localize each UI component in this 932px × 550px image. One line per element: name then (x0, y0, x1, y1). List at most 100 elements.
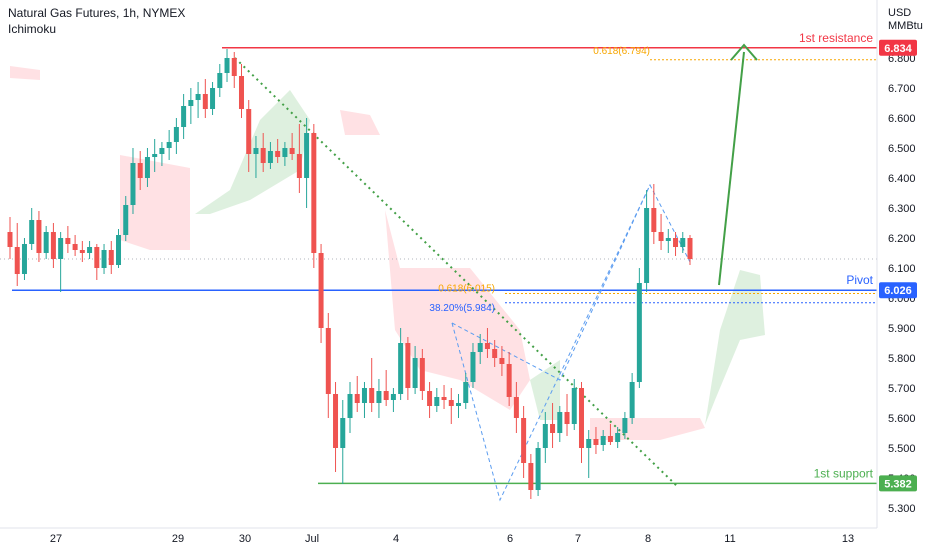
candle[interactable] (665, 229, 671, 253)
time-axis[interactable]: 27 29 30 Jul 4 6 7 8 11 13 (50, 533, 854, 545)
candle[interactable] (289, 133, 295, 160)
candle[interactable] (521, 406, 527, 478)
candle[interactable] (304, 118, 310, 208)
candle[interactable] (673, 232, 679, 256)
candle[interactable] (550, 403, 556, 448)
candle[interactable] (210, 82, 216, 115)
candle[interactable] (398, 328, 404, 400)
candle[interactable] (477, 334, 483, 364)
candle[interactable] (405, 337, 411, 400)
candle[interactable] (586, 430, 592, 478)
candle[interactable] (528, 454, 534, 499)
candle[interactable] (260, 133, 266, 172)
candle[interactable] (253, 136, 259, 178)
candle[interactable] (419, 349, 425, 400)
candle[interactable] (571, 379, 577, 430)
candle[interactable] (173, 118, 179, 154)
candle[interactable] (116, 229, 122, 268)
candle[interactable] (202, 79, 208, 118)
candle[interactable] (564, 394, 570, 436)
candle[interactable] (347, 382, 353, 433)
candle[interactable] (43, 226, 49, 259)
candle[interactable] (246, 100, 252, 172)
candle[interactable] (607, 424, 613, 445)
target-arrow-shaft[interactable] (718, 51, 745, 286)
candle[interactable] (593, 427, 599, 454)
candle[interactable] (687, 235, 693, 265)
candle[interactable] (58, 232, 64, 292)
candle[interactable] (87, 241, 93, 259)
candle[interactable] (506, 352, 512, 406)
candle[interactable] (152, 139, 158, 172)
candle[interactable] (224, 49, 230, 82)
abc-dashed-pattern-a[interactable] (451, 183, 691, 502)
candle[interactable] (578, 382, 584, 463)
candle[interactable] (333, 382, 339, 472)
candle[interactable] (629, 373, 635, 424)
candle[interactable] (7, 217, 13, 259)
candle[interactable] (144, 148, 150, 187)
candle[interactable] (427, 382, 433, 418)
candle[interactable] (101, 244, 107, 274)
candle[interactable] (361, 382, 367, 418)
downtrend-dotted-line[interactable] (234, 57, 679, 488)
candle[interactable] (94, 244, 100, 280)
candle[interactable] (383, 370, 389, 406)
candle[interactable] (513, 382, 519, 433)
candle[interactable] (14, 223, 20, 286)
candle[interactable] (542, 412, 548, 463)
candle[interactable] (108, 241, 114, 274)
candle[interactable] (238, 64, 244, 118)
candle[interactable] (325, 313, 331, 418)
candle[interactable] (484, 328, 490, 358)
candle[interactable] (376, 379, 382, 418)
candle[interactable] (65, 226, 71, 253)
candle[interactable] (21, 238, 27, 280)
candle[interactable] (441, 385, 447, 409)
candle[interactable] (651, 184, 657, 244)
candle[interactable] (658, 214, 664, 250)
candle[interactable] (166, 130, 172, 160)
candle[interactable] (622, 412, 628, 439)
candle[interactable] (188, 88, 194, 124)
candle[interactable] (680, 232, 686, 253)
candle[interactable] (181, 94, 187, 139)
candle[interactable] (412, 346, 418, 394)
candle[interactable] (50, 223, 56, 268)
candle[interactable] (267, 142, 273, 169)
candle[interactable] (644, 190, 650, 292)
candle[interactable] (340, 400, 346, 484)
candle[interactable] (137, 151, 143, 190)
abc-dashed-pattern-b[interactable] (451, 184, 651, 381)
candle[interactable] (492, 340, 498, 367)
candle[interactable] (159, 142, 165, 166)
candle[interactable] (318, 244, 324, 343)
candle[interactable] (36, 211, 42, 262)
candle[interactable] (557, 406, 563, 442)
candle[interactable] (463, 373, 469, 409)
candle[interactable] (615, 427, 621, 448)
candle[interactable] (600, 430, 606, 451)
candle[interactable] (275, 139, 281, 163)
candle[interactable] (456, 394, 462, 418)
candle[interactable] (470, 343, 476, 388)
candle[interactable] (282, 142, 288, 166)
price-axis[interactable]: USD MMBtu 6.800 6.700 6.600 6.500 6.400 6.300… (888, 7, 923, 515)
candle[interactable] (72, 235, 78, 256)
candle[interactable] (231, 52, 237, 88)
candle[interactable] (29, 208, 35, 250)
candle[interactable] (499, 346, 505, 376)
candle[interactable] (390, 388, 396, 412)
candle[interactable] (123, 196, 129, 241)
candle[interactable] (369, 358, 375, 412)
candle[interactable] (130, 148, 136, 214)
candle[interactable] (311, 124, 317, 268)
candle[interactable] (448, 388, 454, 424)
candle[interactable] (535, 442, 541, 496)
candle[interactable] (195, 82, 201, 118)
candle[interactable] (296, 124, 302, 193)
candle[interactable] (354, 376, 360, 412)
candle[interactable] (434, 388, 440, 412)
candle[interactable] (636, 268, 642, 388)
candle[interactable] (79, 241, 85, 262)
